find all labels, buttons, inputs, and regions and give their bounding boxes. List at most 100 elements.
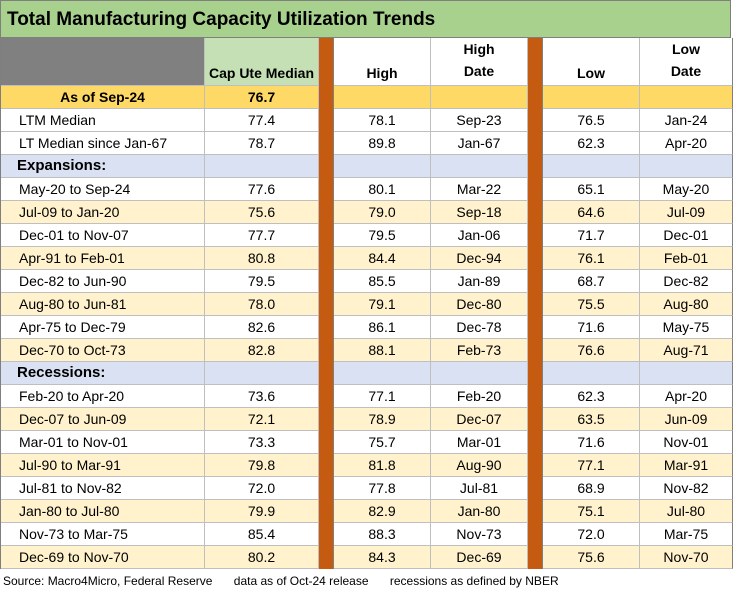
row-label: Dec-01 to Nov-07 <box>1 224 205 247</box>
asof-value: 76.7 <box>205 86 319 109</box>
median-cell: 77.4 <box>205 109 319 132</box>
low-date-cell: Nov-82 <box>640 477 733 500</box>
row-label: Jan-80 to Jul-80 <box>1 500 205 523</box>
high-cell: 86.1 <box>334 316 431 339</box>
median-cell: 82.6 <box>205 316 319 339</box>
header-high-date-line2: Date <box>463 62 495 79</box>
high-date-cell: Jan-89 <box>431 270 528 293</box>
column-divider <box>528 38 543 86</box>
table-title: Total Manufacturing Capacity Utilization… <box>0 0 731 38</box>
low-date-cell: Mar-75 <box>640 523 733 546</box>
column-divider <box>528 523 543 546</box>
header-median: Cap Ute Median <box>205 38 319 86</box>
header-high-date-line1: High <box>463 40 495 57</box>
column-divider <box>319 500 334 523</box>
header-low-label: Low <box>577 65 605 81</box>
column-divider <box>319 477 334 500</box>
high-cell: 79.0 <box>334 201 431 224</box>
low-cell: 65.1 <box>543 178 640 201</box>
median-cell: 79.8 <box>205 454 319 477</box>
low-date-cell: Apr-20 <box>640 385 733 408</box>
column-divider <box>528 477 543 500</box>
section-header-recessions: Recessions: <box>1 362 205 385</box>
column-divider <box>319 339 334 362</box>
high-cell: 79.1 <box>334 293 431 316</box>
column-divider <box>528 178 543 201</box>
low-date-cell: May-75 <box>640 316 733 339</box>
high-date-cell: Dec-94 <box>431 247 528 270</box>
capacity-utilization-table: Cap Ute Median High High Date Low Low Da… <box>0 38 733 569</box>
section-empty <box>640 362 733 385</box>
column-divider <box>528 132 543 155</box>
low-date-cell: Feb-01 <box>640 247 733 270</box>
row-label: Feb-20 to Apr-20 <box>1 385 205 408</box>
column-divider <box>528 431 543 454</box>
high-cell: 77.1 <box>334 385 431 408</box>
high-cell: 88.3 <box>334 523 431 546</box>
header-low-date-line2: Date <box>670 62 702 79</box>
row-label: Dec-70 to Oct-73 <box>1 339 205 362</box>
low-date-cell: Nov-01 <box>640 431 733 454</box>
section-empty <box>205 362 319 385</box>
high-date-cell: Nov-73 <box>431 523 528 546</box>
column-divider <box>528 224 543 247</box>
column-divider <box>528 86 543 109</box>
column-divider <box>319 362 334 385</box>
low-date-cell: Dec-01 <box>640 224 733 247</box>
median-cell: 78.0 <box>205 293 319 316</box>
low-date-cell: Aug-80 <box>640 293 733 316</box>
high-cell: 80.1 <box>334 178 431 201</box>
column-divider <box>319 247 334 270</box>
low-cell: 77.1 <box>543 454 640 477</box>
high-date-cell: Dec-78 <box>431 316 528 339</box>
column-divider <box>528 546 543 569</box>
column-divider <box>319 293 334 316</box>
asof-label: As of Sep-24 <box>1 86 205 109</box>
high-cell: 82.9 <box>334 500 431 523</box>
column-divider <box>319 270 334 293</box>
row-label: Dec-69 to Nov-70 <box>1 546 205 569</box>
median-cell: 79.5 <box>205 270 319 293</box>
row-label: Jul-90 to Mar-91 <box>1 454 205 477</box>
high-cell: 75.7 <box>334 431 431 454</box>
high-date-cell: Aug-90 <box>431 454 528 477</box>
median-cell: 72.0 <box>205 477 319 500</box>
low-date-cell: Jun-09 <box>640 408 733 431</box>
low-date-cell: Nov-70 <box>640 546 733 569</box>
column-divider <box>528 293 543 316</box>
header-high: High <box>334 38 431 86</box>
low-cell: 71.6 <box>543 431 640 454</box>
row-label: Nov-73 to Mar-75 <box>1 523 205 546</box>
column-divider <box>319 86 334 109</box>
column-divider <box>319 132 334 155</box>
column-divider <box>528 247 543 270</box>
column-divider <box>528 109 543 132</box>
column-divider <box>528 500 543 523</box>
high-date-cell: Sep-23 <box>431 109 528 132</box>
high-date-cell: Jan-80 <box>431 500 528 523</box>
row-label: Jul-81 to Nov-82 <box>1 477 205 500</box>
low-date-cell: Jul-80 <box>640 500 733 523</box>
low-date-cell: May-20 <box>640 178 733 201</box>
low-cell: 68.9 <box>543 477 640 500</box>
column-divider <box>528 385 543 408</box>
low-cell: 76.6 <box>543 339 640 362</box>
column-divider <box>319 109 334 132</box>
high-date-cell: Jul-81 <box>431 477 528 500</box>
median-cell: 77.7 <box>205 224 319 247</box>
section-empty <box>640 155 733 178</box>
low-date-cell: Mar-91 <box>640 454 733 477</box>
low-cell: 63.5 <box>543 408 640 431</box>
column-divider <box>528 316 543 339</box>
high-date-cell: Sep-18 <box>431 201 528 224</box>
section-header-expansions: Expansions: <box>1 155 205 178</box>
row-label: Dec-07 to Jun-09 <box>1 408 205 431</box>
low-cell: 72.0 <box>543 523 640 546</box>
median-cell: 85.4 <box>205 523 319 546</box>
row-label: May-20 to Sep-24 <box>1 178 205 201</box>
header-high-date: High Date <box>431 38 528 86</box>
header-corner <box>1 38 205 86</box>
section-empty <box>334 155 431 178</box>
header-low-date-line1: Low <box>672 40 700 57</box>
header-low: Low <box>543 38 640 86</box>
